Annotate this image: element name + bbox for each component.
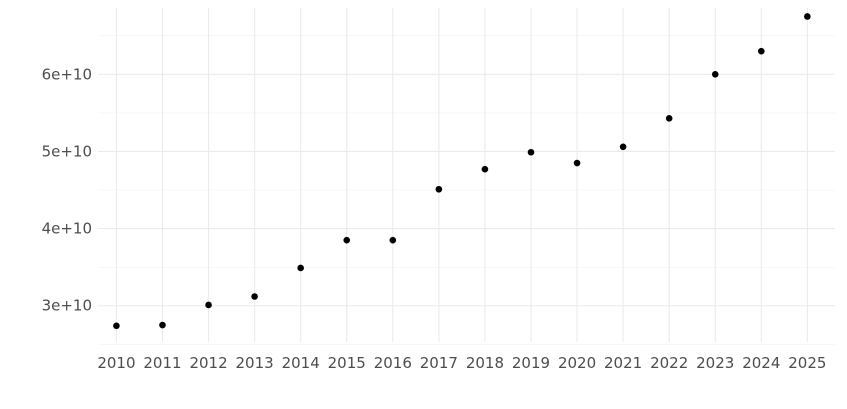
y-axis: 3e+10 4e+10 5e+10 6e+10: [42, 65, 92, 314]
x-tick-label-1: 2011: [143, 354, 181, 372]
data-point-2013: [251, 293, 258, 300]
y-tick-label-3: 6e+10: [42, 65, 92, 83]
y-tick-label-0: 3e+10: [42, 297, 92, 315]
data-point-2015: [343, 236, 351, 244]
grid: [98, 8, 835, 345]
data-point-2022: [665, 115, 673, 122]
data-point-2010: [113, 322, 120, 330]
x-tick-label-12: 2022: [650, 354, 688, 372]
data-point-2014: [297, 264, 304, 272]
x-tick-label-15: 2025: [788, 354, 826, 372]
data-point-2023: [711, 71, 719, 78]
x-tick-label-6: 2016: [374, 354, 412, 372]
x-tick-label-0: 2010: [97, 354, 135, 372]
x-tick-label-2: 2012: [189, 354, 227, 372]
x-tick-label-7: 2017: [420, 354, 458, 372]
x-tick-label-11: 2021: [604, 354, 642, 372]
x-tick-label-4: 2014: [282, 354, 320, 372]
data-point-2019: [527, 148, 535, 156]
x-tick-label-9: 2019: [512, 354, 550, 372]
data-point-2012: [205, 301, 212, 309]
x-tick-label-5: 2015: [328, 354, 366, 372]
x-tick-label-3: 2013: [236, 354, 274, 372]
data-point-2016: [389, 236, 397, 244]
data-point-2020: [573, 159, 581, 167]
data-point-2021: [619, 143, 627, 151]
x-tick-label-8: 2018: [466, 354, 504, 372]
y-tick-label-2: 5e+10: [42, 142, 92, 160]
data-point-2011: [159, 321, 166, 329]
y-tick-label-1: 4e+10: [42, 220, 92, 238]
data-point-2017: [435, 185, 443, 193]
data-point-2024: [758, 47, 765, 55]
x-tick-label-10: 2020: [558, 354, 596, 372]
data-point-2018: [481, 165, 489, 173]
data-point-2025: [804, 13, 811, 20]
x-axis: 2010 2011 2012 2013 2014 2015 2016 2017 2018 2019…: [97, 354, 826, 372]
x-tick-label-13: 2023: [696, 354, 734, 372]
data-points: [113, 13, 811, 330]
x-tick-label-14: 2024: [742, 354, 780, 372]
